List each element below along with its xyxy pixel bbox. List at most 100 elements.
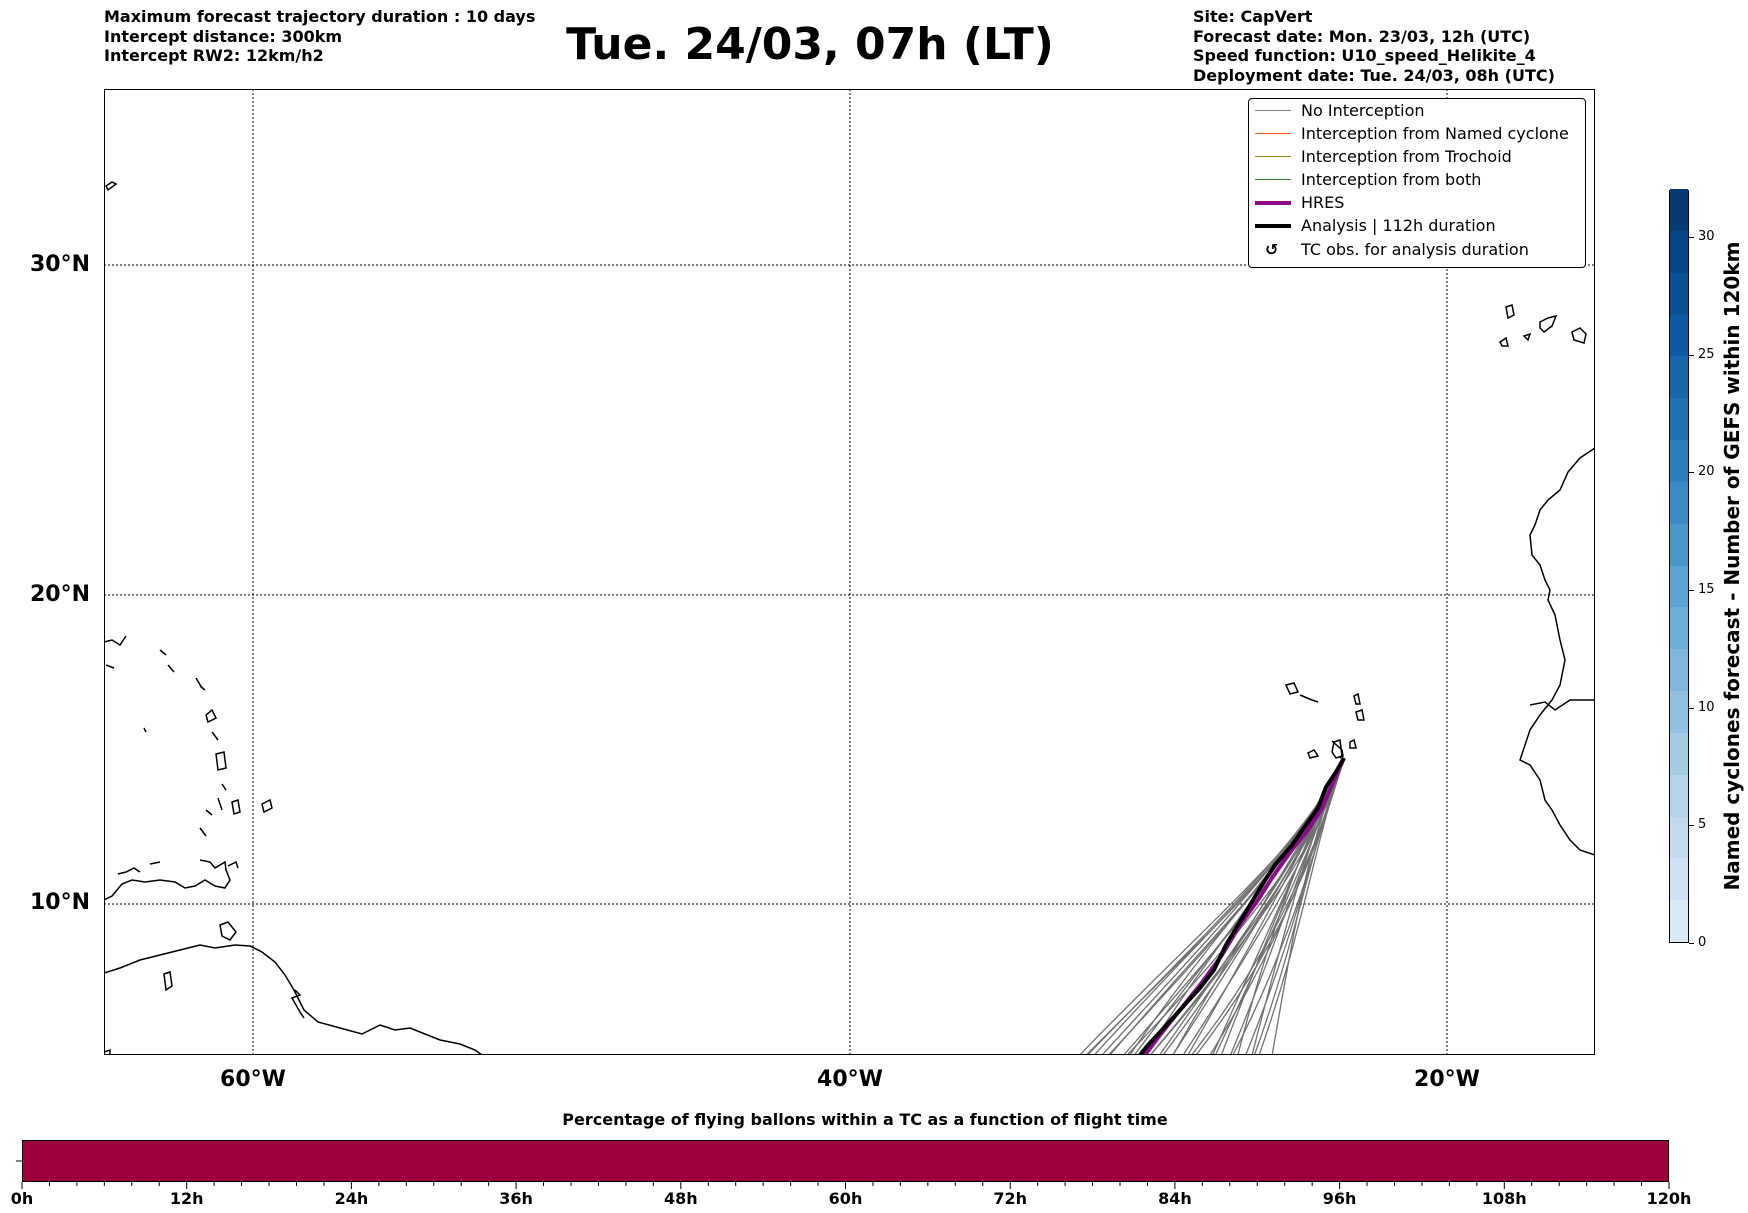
coastlines xyxy=(104,181,1595,1055)
cape-verde-island-3 xyxy=(1353,692,1361,705)
forecast-date-text: Forecast date: Mon. 23/03, 12h (UTC) xyxy=(1193,26,1531,46)
trajectory-lines xyxy=(1078,757,1346,1055)
flight-time-tick-label: 60h xyxy=(828,1189,863,1208)
ensemble-trajectory xyxy=(1253,757,1345,1055)
legend-label: TC obs. for analysis duration xyxy=(1301,240,1529,259)
canary-island-2 xyxy=(1539,314,1558,333)
africa-coast-bulge xyxy=(1529,699,1595,711)
canary-island-3 xyxy=(1571,327,1587,344)
legend-item-named-cyclone: Interception from Named cyclone xyxy=(1249,123,1585,145)
legend-line-olive xyxy=(1255,156,1291,157)
colorbar-segment xyxy=(1670,565,1688,608)
flight-time-bar xyxy=(22,1140,1669,1182)
canary-island-1 xyxy=(1505,304,1515,320)
flight-time-tick-label: 108h xyxy=(1481,1189,1527,1208)
legend-line-black xyxy=(1255,224,1291,228)
speed-function-text: Speed function: U10_speed_Helikite_4 xyxy=(1193,46,1536,65)
intercept-rw2-text: Intercept RW2: 12km/h2 xyxy=(104,46,324,65)
colorbar-segment xyxy=(1670,774,1688,817)
colorbar-tick-label: 15 xyxy=(1698,582,1715,598)
flight-time-tick-label: 84h xyxy=(1158,1189,1192,1208)
legend-line-orange xyxy=(1255,133,1291,134)
flight-time-tick-label: 0h xyxy=(10,1189,34,1208)
flight-time-tick-label: 96h xyxy=(1322,1189,1357,1208)
legend-label: HRES xyxy=(1301,193,1345,212)
legend-item-both: Interception from both xyxy=(1249,169,1585,191)
hispaniola-piece xyxy=(163,971,173,992)
colorbar-tick-mark xyxy=(1689,354,1694,356)
colorbar-tick-mark xyxy=(1689,943,1694,944)
flight-time-tick-label: 12h xyxy=(169,1189,204,1208)
map-frame xyxy=(104,89,1595,1055)
header-left-info: Maximum forecast trajectory duration : 1… xyxy=(104,7,535,66)
colorbar-segment xyxy=(1670,189,1688,231)
deployment-date-text: Deployment date: Tue. 24/03, 08h (UTC) xyxy=(1193,65,1555,85)
colorbar-segment xyxy=(1670,523,1688,566)
colorbar-segment xyxy=(1670,900,1688,942)
colorbar-segment xyxy=(1670,691,1688,733)
lat-label-10n: 10°N xyxy=(29,890,90,915)
bottom-bar-title: Percentage of flying ballons within a TC… xyxy=(562,1110,1168,1129)
ensemble-trajectory xyxy=(1258,757,1345,1055)
colorbar-segment xyxy=(1670,230,1688,273)
guiana-coast-detail xyxy=(290,989,305,1019)
colorbar xyxy=(1669,189,1689,943)
canary-island-4 xyxy=(1522,332,1532,342)
flight-time-tick-label: 120h xyxy=(1646,1189,1692,1208)
cape-verde-island-2 xyxy=(1299,694,1319,703)
site-text: Site: CapVert xyxy=(1193,7,1313,26)
cape-verde-island-1 xyxy=(1284,682,1300,695)
page-title: Tue. 24/03, 07h (LT) xyxy=(566,19,1054,70)
legend-line-green xyxy=(1255,179,1291,180)
map-legend: No Interception Interception from Named … xyxy=(1248,98,1586,268)
trajectory-duration-text: Maximum forecast trajectory duration : 1… xyxy=(104,7,536,26)
cape-verde-island-6 xyxy=(1331,738,1343,759)
colorbar-tick-mark xyxy=(1689,237,1694,239)
legend-line-gray xyxy=(1255,110,1291,111)
legend-item-tc-obs: ↺ TC obs. for analysis duration xyxy=(1249,239,1585,261)
colorbar-tick-label: 10 xyxy=(1698,699,1715,715)
colorbar-tick-mark xyxy=(1689,825,1694,827)
canary-island-5 xyxy=(1499,336,1509,347)
flight-time-tick-label: 24h xyxy=(334,1189,369,1208)
header-right-info: Site: CapVert Forecast date: Mon. 23/03,… xyxy=(1193,7,1555,85)
legend-item-trochoid: Interception from Trochoid xyxy=(1249,146,1585,168)
colorbar-tick-label: 0 xyxy=(1698,935,1707,950)
lon-label-20w: 20°W xyxy=(1414,1067,1480,1092)
cyclone-icon: ↺ xyxy=(1265,240,1279,259)
legend-item-no-interception: No Interception xyxy=(1249,100,1585,122)
colorbar-segment xyxy=(1670,858,1688,901)
colorbar-segment xyxy=(1670,481,1688,524)
colorbar-segment xyxy=(1670,732,1688,775)
lon-label-40w: 40°W xyxy=(817,1067,883,1092)
lon-label-60w: 60°W xyxy=(220,1067,286,1092)
small-island-top xyxy=(105,181,118,192)
colorbar-segment xyxy=(1670,649,1688,691)
legend-label: Analysis | 112h duration xyxy=(1301,216,1496,235)
cape-verde-island-5 xyxy=(1349,738,1357,749)
lat-label-20n: 20°N xyxy=(29,582,90,607)
legend-label: No Interception xyxy=(1301,101,1425,120)
colorbar-tick-mark xyxy=(1689,590,1694,592)
legend-item-analysis: Analysis | 112h duration xyxy=(1249,215,1585,237)
legend-line-purple xyxy=(1255,201,1291,205)
colorbar-segment xyxy=(1670,314,1688,357)
colorbar-tick-mark xyxy=(1689,472,1694,474)
colorbar-tick-label: 25 xyxy=(1698,346,1715,362)
africa-coast xyxy=(1519,447,1595,856)
flight-time-tick-label: 48h xyxy=(663,1189,698,1208)
colorbar-tick-label: 5 xyxy=(1698,817,1707,833)
flight-time-tick-label: 72h xyxy=(993,1189,1028,1208)
caribbean-islands xyxy=(104,635,273,901)
colorbar-segment xyxy=(1670,607,1688,650)
colorbar-tick-mark xyxy=(1689,707,1694,709)
colorbar-segment xyxy=(1670,398,1688,440)
legend-label: Interception from both xyxy=(1301,170,1482,189)
cape-verde-island-4 xyxy=(1355,709,1365,721)
lat-label-30n: 30°N xyxy=(29,252,90,277)
small-island-bottom xyxy=(104,1048,111,1055)
colorbar-segment xyxy=(1670,816,1688,859)
trinidad-island xyxy=(219,921,237,941)
